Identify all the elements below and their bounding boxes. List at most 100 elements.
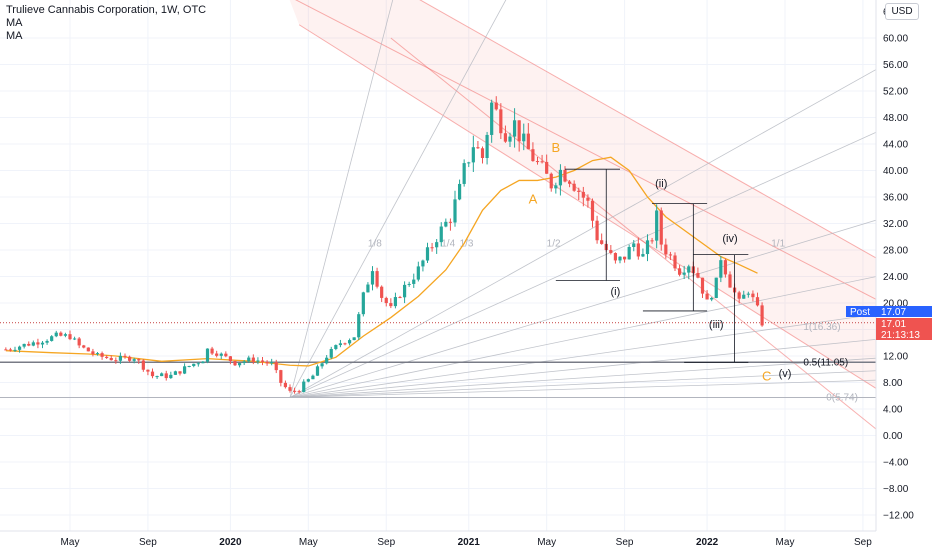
price-tick-label: 28.00 <box>883 246 908 257</box>
fan-ray <box>289 313 876 398</box>
candle-body <box>36 342 40 345</box>
time-tick-label: 2021 <box>458 537 481 548</box>
candle-body <box>233 361 237 366</box>
wave-label: (i) <box>611 286 621 298</box>
candle-body <box>31 342 35 346</box>
currency-button[interactable]: USD <box>885 3 919 20</box>
candle-body <box>586 197 590 201</box>
candle-body <box>632 243 636 247</box>
candle-body <box>8 349 13 351</box>
candle-body <box>590 200 595 221</box>
candle-body <box>714 277 718 299</box>
post-value: 17.07 <box>881 307 906 318</box>
candle-body <box>471 147 475 163</box>
candle-body <box>751 293 755 298</box>
candle-body <box>545 161 549 174</box>
candle-body <box>247 357 251 362</box>
symbol-title[interactable]: Trulieve Cannabis Corporation, 1W, OTC <box>6 4 207 16</box>
time-tick-label: 2020 <box>219 537 242 548</box>
ma-indicator-2[interactable]: MA <box>6 30 23 42</box>
fan-ray <box>289 131 876 398</box>
candle-body <box>503 133 508 142</box>
wave-label: (iv) <box>722 233 737 245</box>
candle-body <box>45 340 49 343</box>
candle-body <box>622 256 627 260</box>
wave-label: B <box>551 140 560 155</box>
candle-body <box>412 279 416 284</box>
candle-body <box>430 247 434 249</box>
candle-body <box>389 303 393 307</box>
time-axis[interactable]: May Sep 2020 May Sep 2021 May Sep 2022 May Sep <box>61 537 873 548</box>
time-tick-label: May <box>61 537 80 548</box>
price-axis[interactable]: 60.00 56.00 52.00 48.00 44.00 40.00 36.00 32.00… <box>883 7 914 522</box>
price-tick-label: 48.00 <box>883 113 908 124</box>
candle-body <box>105 356 109 358</box>
candle-body <box>677 268 682 275</box>
last-price-tag-bg <box>876 318 932 340</box>
time-tick-label: Sep <box>854 537 872 548</box>
price-tick-label: 40.00 <box>883 166 908 177</box>
candle-body <box>86 347 90 352</box>
candle-body <box>650 240 654 242</box>
candle-body <box>636 243 640 257</box>
candle-body <box>494 102 498 110</box>
price-tick-label: 32.00 <box>883 219 908 230</box>
candle-body <box>114 360 118 362</box>
post-tag-bg <box>846 306 932 317</box>
candle-body <box>338 343 343 346</box>
candle-body <box>448 221 453 223</box>
candle-body <box>146 369 150 372</box>
candle-body <box>641 254 645 257</box>
candle-body <box>512 120 517 137</box>
candle-body <box>347 340 352 344</box>
candle-body <box>201 361 205 364</box>
candle-body <box>82 345 86 348</box>
ma-indicator-1[interactable]: MA <box>6 17 23 29</box>
candle-body <box>558 169 563 186</box>
channel-line <box>419 0 876 259</box>
price-tick-label: 56.00 <box>883 60 908 71</box>
candle-body <box>664 244 668 255</box>
candle-body <box>27 343 31 346</box>
candle-body <box>311 375 315 380</box>
candle-body <box>682 272 686 275</box>
candle-body <box>567 181 572 184</box>
candle-body <box>150 371 155 377</box>
candle-body <box>352 337 356 341</box>
fan-label: 1/8 <box>368 239 382 250</box>
candle-body <box>723 260 728 275</box>
candle-body <box>63 334 68 336</box>
candle-body <box>549 173 553 189</box>
candle-body <box>522 133 526 142</box>
candle-body <box>123 355 127 357</box>
candle-body <box>270 362 274 364</box>
fan-ray <box>289 379 876 398</box>
candle-body <box>361 292 365 315</box>
candle-body <box>366 284 370 293</box>
candle-body <box>540 161 544 163</box>
wave-label: (v) <box>779 368 792 380</box>
price-tick-label: 0.00 <box>883 431 903 442</box>
plot-background <box>0 0 876 531</box>
candle-body <box>178 371 182 374</box>
candle-body <box>760 305 764 326</box>
candle-body <box>302 381 306 392</box>
candle-body <box>160 373 164 377</box>
fan-ray <box>289 0 507 398</box>
candle-body <box>205 348 210 362</box>
candle-body <box>710 298 714 300</box>
candle-body <box>696 272 700 278</box>
candle-body <box>256 360 260 362</box>
candle-body <box>480 148 485 158</box>
candle-body <box>613 253 618 261</box>
price-tags: Post 17.07 17.01 21:13:13 <box>846 306 932 341</box>
candle-body <box>535 161 540 163</box>
fan-label: 1/4 <box>441 239 455 250</box>
candle-body <box>595 220 599 241</box>
time-tick-label: Sep <box>377 537 395 548</box>
candle-body <box>237 363 242 366</box>
fan-ray <box>289 370 876 398</box>
candle-body <box>72 338 77 340</box>
time-tick-label: May <box>299 537 318 548</box>
